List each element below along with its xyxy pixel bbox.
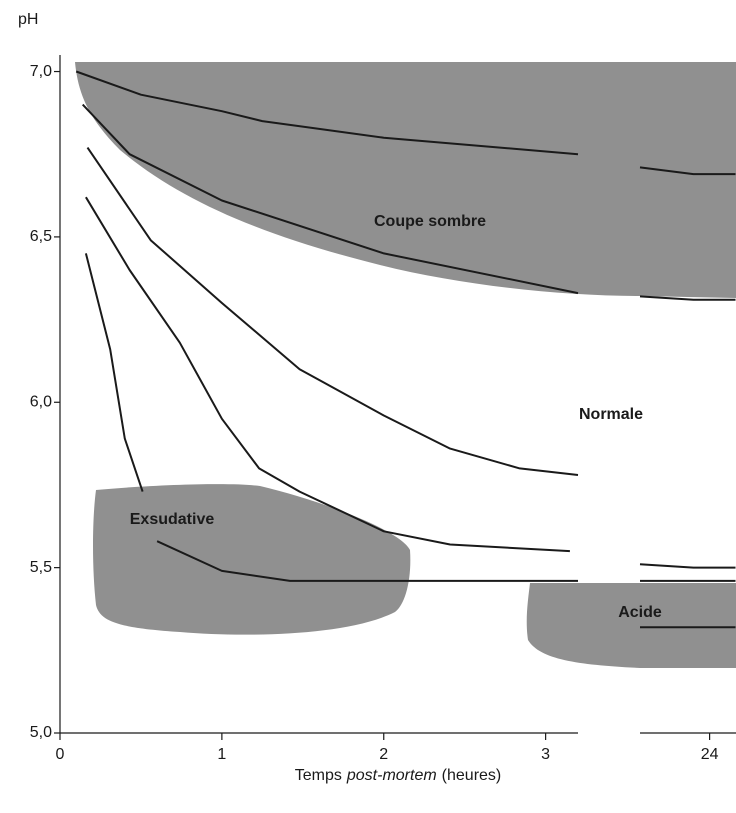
region-acide [526,583,736,668]
line [81,103,736,301]
line [75,70,736,176]
line [86,147,579,476]
y-tick-label: 7,0 [30,63,52,80]
y-tick-label: 5,0 [30,724,52,741]
y-axis-label: pH [18,11,38,28]
line [85,196,736,569]
x-axis-label-part: Temps [295,767,342,784]
x-tick-label: 2 [379,746,388,763]
annotation: Exsudative [130,511,215,528]
x-tick-label: 0 [56,746,65,763]
annotation: Normale [579,406,643,423]
x-tick-label: 1 [217,746,226,763]
x-axis-label-part: (heures) [442,767,502,784]
regions [75,62,736,668]
x-axis-label: Temps post-mortem (heures) [295,767,502,784]
x-axis-label-part: post-mortem [346,767,437,784]
region-exsudative [93,484,411,635]
line [156,540,736,582]
y-tick-label: 5,5 [30,559,52,576]
y-tick-label: 6,0 [30,393,52,410]
y-tick-label: 6,5 [30,228,52,245]
line [84,253,144,492]
region-coupe-sombre [75,62,736,298]
annotation: Coupe sombre [374,213,486,230]
x-tick-label: 24 [701,746,719,763]
x-tick-label: 3 [541,746,550,763]
annotation: Acide [618,604,662,621]
